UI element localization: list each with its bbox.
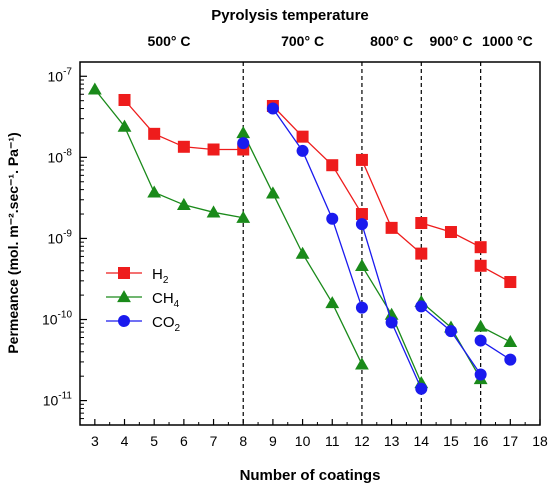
legend-label: CO2	[152, 314, 181, 334]
data-point	[503, 334, 518, 348]
data-point	[176, 197, 191, 210]
data-point	[177, 140, 190, 153]
data-point	[148, 127, 161, 140]
data-series	[87, 82, 518, 395]
y-tick-label: 10-11	[43, 391, 73, 409]
x-axis-label: Number of coatings	[240, 467, 381, 484]
data-point	[415, 247, 428, 260]
data-point	[415, 300, 428, 313]
data-point	[473, 319, 488, 332]
x-tick-label: 3	[91, 433, 99, 449]
data-point	[147, 185, 162, 198]
data-point	[355, 208, 368, 221]
y-tick-label: 10-10	[42, 310, 72, 328]
data-point	[385, 221, 398, 234]
x-tick-label: 14	[414, 433, 430, 449]
legend-label: H2	[152, 266, 169, 286]
data-point	[355, 153, 368, 166]
data-point	[117, 119, 132, 132]
series-line	[94, 88, 244, 219]
plot-frame	[79, 61, 541, 426]
data-point	[355, 301, 368, 314]
legend-item: CH4	[106, 290, 180, 310]
data-point	[504, 276, 517, 289]
data-point	[236, 210, 251, 223]
data-point	[474, 334, 487, 347]
legend-item: H2	[106, 266, 169, 286]
data-point	[444, 325, 457, 338]
data-point	[118, 267, 130, 279]
data-point	[118, 315, 130, 327]
chart-top-title: Pyrolysis temperature	[211, 7, 369, 24]
legend: H2 CH4 CO2	[106, 266, 181, 334]
y-axis-label: Permeance (mol. m⁻².sec⁻¹. Pa⁻¹)	[5, 132, 21, 353]
x-axis: 3 4 5 6 7 8 9 10 11 12 13 14 15 16 17 18	[91, 419, 548, 449]
data-point	[236, 126, 251, 139]
series-line	[272, 108, 363, 308]
data-point	[295, 246, 310, 259]
data-point	[474, 368, 487, 381]
temperature-label: 900° C	[429, 33, 472, 49]
series-h2	[118, 93, 517, 289]
data-point	[384, 307, 399, 320]
data-point	[326, 159, 339, 172]
data-point	[207, 143, 220, 156]
x-tick-label: 13	[384, 433, 400, 449]
x-tick-label: 7	[210, 433, 218, 449]
y-tick-label: 10-9	[48, 228, 73, 246]
x-tick-label: 6	[180, 433, 188, 449]
series-co2	[237, 102, 517, 395]
y-tick-label: 10-7	[48, 66, 73, 84]
data-point	[415, 382, 428, 395]
x-tick-label: 10	[295, 433, 311, 449]
x-tick-label: 15	[443, 433, 459, 449]
x-tick-label: 8	[239, 433, 247, 449]
data-point	[385, 316, 398, 329]
x-tick-label: 12	[354, 433, 370, 449]
data-point	[206, 205, 221, 218]
data-point	[474, 241, 487, 254]
x-tick-label: 18	[532, 433, 548, 449]
data-point	[325, 296, 340, 309]
legend-item: CO2	[106, 314, 181, 334]
y-tick-label: 10-8	[48, 147, 73, 165]
x-tick-label: 4	[121, 433, 129, 449]
x-tick-label: 16	[473, 433, 489, 449]
data-point	[355, 218, 368, 231]
temperature-labels: 500° C 700° C 800° C 900° C 1000 °C	[148, 33, 533, 49]
data-point	[326, 212, 339, 225]
series-line	[361, 159, 422, 255]
series-line	[272, 105, 363, 215]
data-point	[355, 258, 369, 271]
data-point	[415, 217, 428, 230]
data-point	[266, 102, 279, 115]
data-point	[296, 144, 309, 157]
temperature-label: 1000 °C	[482, 33, 533, 49]
temperature-label: 500° C	[148, 33, 191, 49]
data-point	[237, 137, 250, 150]
data-point	[118, 93, 131, 106]
data-point	[266, 186, 280, 199]
temperature-label: 700° C	[281, 33, 324, 49]
x-tick-label: 11	[325, 433, 340, 449]
data-point	[444, 226, 457, 239]
temperature-label: 800° C	[370, 33, 413, 49]
x-tick-label: 17	[503, 433, 519, 449]
data-point	[504, 353, 517, 366]
x-tick-label: 9	[269, 433, 277, 449]
y-axis: 10-11 10-10 10-9 10-8 10-7	[42, 66, 87, 426]
data-point	[355, 357, 369, 370]
data-point	[474, 259, 487, 272]
data-point	[87, 82, 102, 95]
x-tick-label: 5	[150, 433, 158, 449]
data-point	[117, 290, 131, 303]
data-point	[296, 130, 309, 143]
legend-label: CH4	[152, 290, 180, 310]
